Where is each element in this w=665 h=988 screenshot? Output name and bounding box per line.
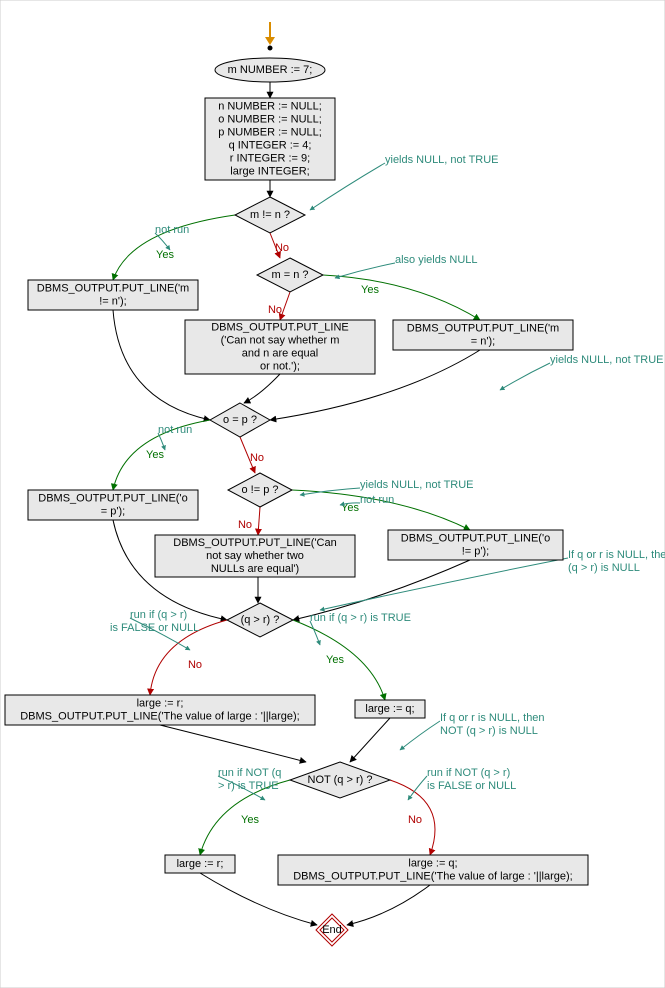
svg-text:o NUMBER := NULL;: o NUMBER := NULL; — [218, 113, 322, 125]
annotation-text-2: also yields NULL — [395, 254, 478, 266]
svg-text:('Can not say whether m: ('Can not say whether m — [221, 334, 340, 346]
svg-text:NULLs are equal'): NULLs are equal') — [211, 563, 299, 575]
svg-text:DBMS_OUTPUT.PUT_LINE('The valu: DBMS_OUTPUT.PUT_LINE('The value of large… — [20, 710, 300, 722]
svg-text:= n');: = n'); — [471, 335, 495, 347]
annotation-text-5: yields NULL, not TRUE — [360, 479, 474, 491]
svg-text:Yes: Yes — [146, 449, 164, 461]
annotation-text-15: > r) is TRUE — [218, 780, 279, 792]
svg-text:n NUMBER := NULL;: n NUMBER := NULL; — [218, 100, 322, 112]
svg-text:large := q;: large := q; — [365, 703, 414, 715]
svg-text:DBMS_OUTPUT.PUT_LINE('o: DBMS_OUTPUT.PUT_LINE('o — [401, 532, 550, 544]
annotation-text-12: If q or r is NULL, then — [440, 712, 545, 724]
svg-text:large := q;: large := q; — [408, 857, 457, 869]
svg-text:m NUMBER := 7;: m NUMBER := 7; — [228, 64, 313, 76]
node-r5: DBMS_OUTPUT.PUT_LINE('Cannot say whether… — [155, 535, 355, 577]
svg-text:Yes: Yes — [361, 284, 379, 296]
svg-text:NOT (q > r) ?: NOT (q > r) ? — [308, 774, 373, 786]
svg-text:Yes: Yes — [326, 654, 344, 666]
annotation-text-7: If q or r is NULL, then — [568, 549, 665, 561]
svg-text:r INTEGER := 9;: r INTEGER := 9; — [230, 152, 310, 164]
svg-text:large := r;: large := r; — [137, 697, 184, 709]
svg-text:= p');: = p'); — [101, 505, 125, 517]
flowchart-diagram: YesNoNoYesYesNoNoYesNoYesYesNo yields NU… — [0, 0, 665, 988]
node-r6: DBMS_OUTPUT.PUT_LINE('o!= p'); — [388, 530, 563, 560]
node-r9: large := r; — [165, 855, 235, 873]
node-r10: large := q;DBMS_OUTPUT.PUT_LINE('The val… — [278, 855, 588, 885]
svg-text:DBMS_OUTPUT.PUT_LINE('m: DBMS_OUTPUT.PUT_LINE('m — [37, 282, 189, 294]
svg-text:No: No — [238, 519, 252, 531]
svg-text:large := r;: large := r; — [177, 858, 224, 870]
node-r2: DBMS_OUTPUT.PUT_LINE('Can not say whethe… — [185, 320, 375, 374]
svg-text:and n are equal: and n are equal — [242, 347, 318, 359]
svg-text:DBMS_OUTPUT.PUT_LINE('The valu: DBMS_OUTPUT.PUT_LINE('The value of large… — [293, 870, 573, 882]
annotation-text-9: run if (q > r) — [130, 609, 187, 621]
node-r7: large := r;DBMS_OUTPUT.PUT_LINE('The val… — [5, 695, 315, 725]
svg-text:DBMS_OUTPUT.PUT_LINE('m: DBMS_OUTPUT.PUT_LINE('m — [407, 322, 559, 334]
annotation-text-10: is FALSE or NULL — [110, 622, 199, 634]
annotation-text-3: yields NULL, not TRUE — [550, 354, 664, 366]
node-r4: DBMS_OUTPUT.PUT_LINE('o= p'); — [28, 490, 198, 520]
svg-text:DBMS_OUTPUT.PUT_LINE: DBMS_OUTPUT.PUT_LINE — [211, 321, 349, 333]
annotation-text-8: (q > r) is NULL — [568, 562, 640, 574]
svg-text:o = p ?: o = p ? — [223, 414, 257, 426]
annotation-text-16: run if NOT (q > r) — [427, 767, 510, 779]
svg-text:p NUMBER := NULL;: p NUMBER := NULL; — [218, 126, 322, 138]
svg-text:q INTEGER := 4;: q INTEGER := 4; — [229, 139, 312, 151]
svg-text:large INTEGER;: large INTEGER; — [230, 165, 309, 177]
node-r1: DBMS_OUTPUT.PUT_LINE('m!= n'); — [28, 280, 198, 310]
node-r3: DBMS_OUTPUT.PUT_LINE('m= n'); — [393, 320, 573, 350]
annotation-text-11: run if (q > r) is TRUE — [310, 612, 411, 624]
svg-text:(q > r) ?: (q > r) ? — [241, 614, 280, 626]
svg-text:not say whether two: not say whether two — [206, 550, 304, 562]
svg-text:o != p ?: o != p ? — [241, 484, 278, 496]
node-r8: large := q; — [355, 700, 425, 718]
node-decl: n NUMBER := NULL;o NUMBER := NULL;p NUMB… — [205, 98, 335, 180]
svg-text:DBMS_OUTPUT.PUT_LINE('Can: DBMS_OUTPUT.PUT_LINE('Can — [173, 537, 336, 549]
svg-text:No: No — [268, 304, 282, 316]
annotation-text-17: is FALSE or NULL — [427, 780, 516, 792]
svg-text:End: End — [322, 924, 342, 936]
svg-text:m != n ?: m != n ? — [250, 209, 290, 221]
svg-text:No: No — [188, 659, 202, 671]
svg-text:No: No — [275, 242, 289, 254]
svg-text:or not.');: or not.'); — [260, 360, 300, 372]
annotation-text-14: run if NOT (q — [218, 767, 281, 779]
annotation-text-1: not run — [155, 224, 189, 236]
node-m_init: m NUMBER := 7; — [215, 58, 325, 82]
svg-text:Yes: Yes — [241, 814, 259, 826]
annotation-text-0: yields NULL, not TRUE — [385, 154, 499, 166]
annotation-text-13: NOT (q > r) is NULL — [440, 725, 538, 737]
svg-text:No: No — [250, 452, 264, 464]
svg-text:Yes: Yes — [156, 249, 174, 261]
annotation-text-4: not run — [158, 424, 192, 436]
svg-text:!= p');: != p'); — [462, 545, 489, 557]
annotation-text-6: not run — [360, 494, 394, 506]
svg-text:!= n');: != n'); — [99, 295, 126, 307]
svg-text:No: No — [408, 814, 422, 826]
svg-text:DBMS_OUTPUT.PUT_LINE('o: DBMS_OUTPUT.PUT_LINE('o — [38, 492, 187, 504]
svg-text:m = n ?: m = n ? — [272, 269, 309, 281]
